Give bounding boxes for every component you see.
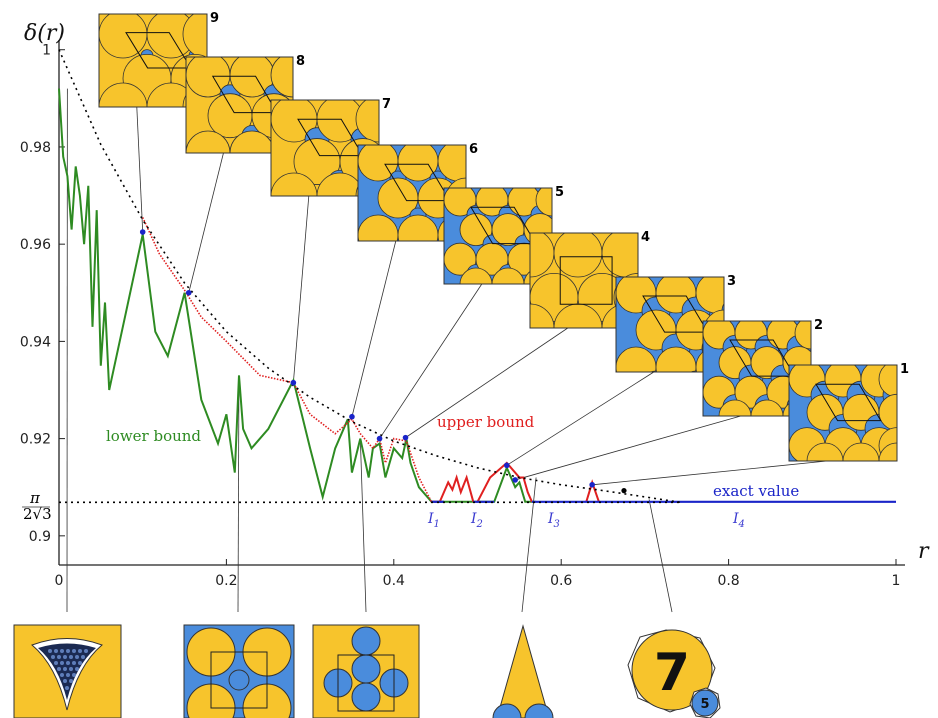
x-tick-label: 0.6 xyxy=(550,573,572,589)
inset-connector-line xyxy=(188,152,224,293)
bottom-connector-line xyxy=(648,499,673,613)
bottom-inset-small-label: 5 xyxy=(700,697,709,712)
svg-text:I1: I1 xyxy=(427,511,440,530)
x-tick-label: 0.8 xyxy=(717,573,739,589)
marked-point-6 xyxy=(349,413,355,420)
inset-number: 4 xyxy=(641,230,650,245)
x-tick-label: 0.2 xyxy=(215,573,237,589)
x-tick-label: 0.4 xyxy=(383,573,405,589)
y-tick-label: 0.92 xyxy=(20,432,51,448)
bottom-connector-line xyxy=(359,438,367,613)
inset-connector-line xyxy=(351,240,397,417)
x-tick-label: 1 xyxy=(892,573,901,589)
inset-number: 7 xyxy=(382,97,391,112)
marked-point-8 xyxy=(185,289,192,296)
y-tick-label: 0.96 xyxy=(20,237,51,253)
interval-label-3: I3 xyxy=(547,511,560,530)
svg-text:I2: I2 xyxy=(470,511,483,530)
bottom-inset-triangle-packing xyxy=(13,624,122,718)
exact-value-label: exact value xyxy=(713,482,799,500)
svg-text:I3: I3 xyxy=(547,511,560,530)
inset-connector-line xyxy=(292,195,310,383)
interval-label-4: I4 xyxy=(732,511,745,530)
lower-bound-line xyxy=(58,88,537,503)
hex-label-den: 2√3 xyxy=(23,505,52,523)
inset-connector-line xyxy=(379,283,483,439)
bottom-inset-big-label: 7 xyxy=(654,643,690,703)
x-tick-label: 0 xyxy=(55,573,64,589)
inset-connector-line xyxy=(506,371,655,466)
bottom-connector-line xyxy=(237,375,240,613)
inset-number: 3 xyxy=(727,274,736,289)
marked-point-9 xyxy=(139,229,146,235)
interval-label-2: I2 xyxy=(470,511,483,530)
y-axis-title: δ(r) xyxy=(24,21,65,46)
envelope-end-point xyxy=(621,488,627,494)
inset-number: 6 xyxy=(469,142,478,157)
inset-connector-line xyxy=(592,460,827,486)
bottom-inset-wedge xyxy=(492,624,554,718)
marked-point-4 xyxy=(402,434,409,441)
lower-bound-label: lower bound xyxy=(106,427,201,445)
inset-connector-line xyxy=(515,415,741,481)
bottom-inset-square-packing-b xyxy=(312,624,420,718)
y-tick-label: 0.9 xyxy=(29,529,51,545)
hex-label-num: π xyxy=(29,489,41,507)
marked-point-2 xyxy=(512,477,518,483)
y-tick-label: 1 xyxy=(42,43,51,59)
inset-number: 8 xyxy=(296,54,305,69)
inset-connector-line xyxy=(136,106,144,233)
upper-bound-line xyxy=(141,217,433,503)
marked-point-3 xyxy=(503,462,510,469)
marked-point-5 xyxy=(376,435,383,442)
svg-text:I4: I4 xyxy=(732,511,745,530)
marked-point-1 xyxy=(589,481,595,488)
marked-point-7 xyxy=(290,379,297,386)
interval-label-1: I1 xyxy=(427,511,440,530)
bottom-insets: 7 5 xyxy=(13,624,721,718)
bottom-inset-square-packing-a xyxy=(183,624,295,718)
bottom-connector-line xyxy=(521,477,537,613)
y-tick-label: 0.94 xyxy=(20,334,51,350)
inset-number: 2 xyxy=(814,318,823,333)
packing-inset-2: 2 xyxy=(702,318,823,417)
hex-density-label: π 2√3 xyxy=(22,489,52,523)
inset-number: 9 xyxy=(210,11,219,26)
inset-number: 5 xyxy=(555,185,564,200)
x-axis-title: r xyxy=(918,539,930,564)
inset-number: 1 xyxy=(900,362,909,377)
y-tick-label: 0.98 xyxy=(20,140,51,156)
packing-inset-1: 1 xyxy=(788,362,909,462)
upper-bound-solid-line xyxy=(431,474,475,503)
bottom-inset-heptagon: 7 5 xyxy=(627,629,721,718)
inset-connector-line xyxy=(405,327,569,438)
upper-bound-label: upper bound xyxy=(437,413,535,431)
